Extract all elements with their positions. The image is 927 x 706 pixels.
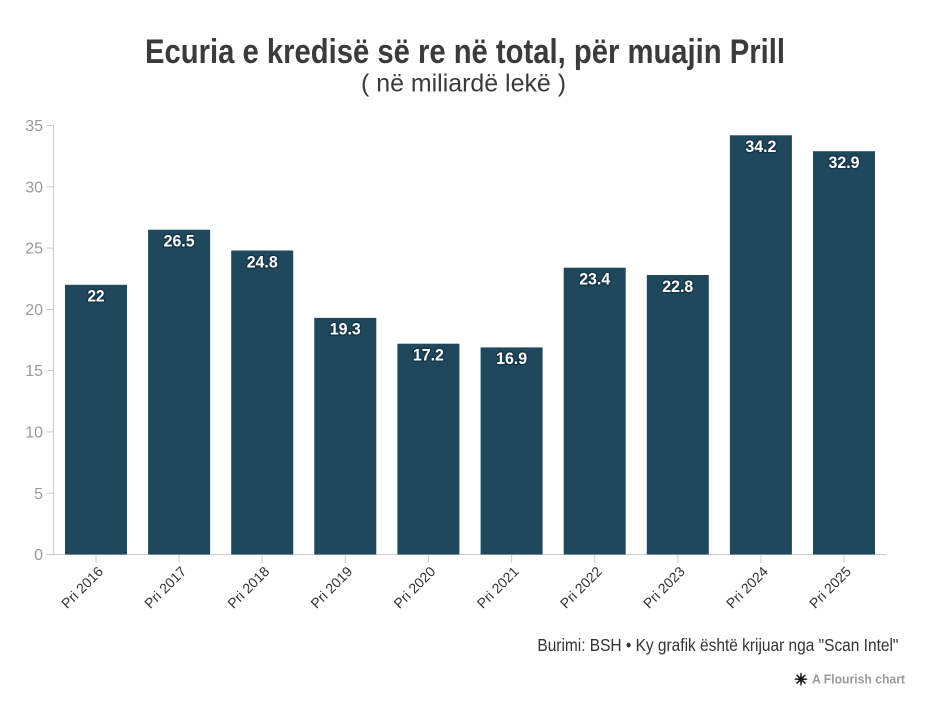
- svg-text:30: 30: [25, 179, 43, 196]
- svg-text:( në miliardë lekë ): ( në miliardë lekë ): [361, 69, 566, 97]
- svg-text:20: 20: [25, 302, 43, 319]
- svg-text:Pri 2025: Pri 2025: [806, 563, 854, 611]
- svg-text:25: 25: [25, 241, 43, 258]
- svg-text:34.2: 34.2: [745, 137, 776, 156]
- svg-text:Ecuria e kredisë së re në tota: Ecuria e kredisë së re në total, për mua…: [145, 33, 785, 71]
- svg-text:Burimi: BSH • Ky grafik është: Burimi: BSH • Ky grafik është krijuar ng…: [537, 635, 898, 655]
- svg-text:Pri 2021: Pri 2021: [474, 563, 522, 611]
- svg-text:Pri 2020: Pri 2020: [390, 563, 438, 611]
- svg-text:22.8: 22.8: [662, 277, 693, 296]
- svg-text:Pri 2022: Pri 2022: [557, 563, 605, 611]
- svg-text:Pri 2023: Pri 2023: [640, 563, 688, 611]
- svg-text:17.2: 17.2: [413, 346, 444, 365]
- svg-text:10: 10: [25, 425, 43, 442]
- svg-text:24.8: 24.8: [247, 252, 278, 271]
- svg-text:0: 0: [34, 547, 43, 564]
- svg-text:26.5: 26.5: [164, 232, 195, 251]
- svg-text:A Flourish chart: A Flourish chart: [812, 673, 906, 687]
- svg-text:Pri 2024: Pri 2024: [723, 563, 771, 611]
- svg-text:5: 5: [34, 486, 43, 503]
- svg-text:Pri 2019: Pri 2019: [307, 563, 355, 611]
- svg-text:Pri 2017: Pri 2017: [141, 563, 189, 611]
- svg-text:Pri 2016: Pri 2016: [58, 563, 106, 611]
- svg-text:22: 22: [88, 287, 105, 306]
- svg-text:23.4: 23.4: [579, 270, 611, 289]
- svg-text:16.9: 16.9: [496, 349, 527, 368]
- svg-text:15: 15: [25, 363, 43, 380]
- svg-text:35: 35: [25, 118, 43, 135]
- svg-text:32.9: 32.9: [829, 153, 860, 172]
- svg-text:Pri 2018: Pri 2018: [224, 563, 272, 611]
- svg-text:19.3: 19.3: [330, 320, 361, 339]
